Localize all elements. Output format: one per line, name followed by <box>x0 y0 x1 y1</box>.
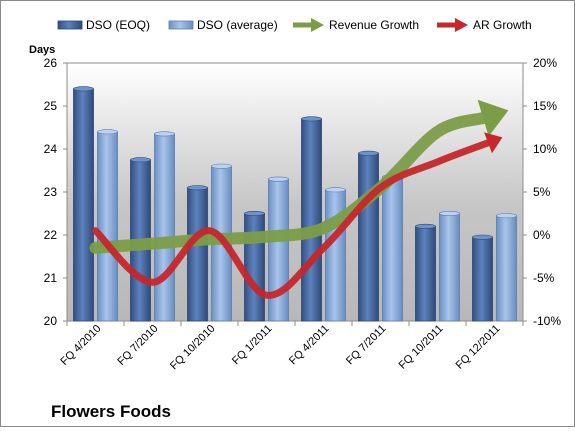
y-left-tick-label-2: 22 <box>44 228 58 242</box>
legend-label-revenue-growth: Revenue Growth <box>329 18 419 32</box>
legend-label-dso-average: DSO (average) <box>197 18 278 32</box>
y-left-tick-label-1: 21 <box>44 271 58 285</box>
y-left-tick-label-3: 23 <box>44 185 58 199</box>
bar-dso-eoq-3 <box>244 213 265 322</box>
bar-dso-eoq-5 <box>358 152 379 322</box>
y-left-tick-label-6: 26 <box>44 56 58 70</box>
x-tick-label-6: FQ 10/2011 <box>397 323 446 372</box>
legend-arrow-revenue-growth <box>311 18 324 32</box>
legend-swatch-dso-eoq <box>57 20 83 30</box>
bar-dso-average-7 <box>496 215 517 322</box>
bar-top-dso-eoq-3 <box>244 211 265 217</box>
y-right-tick-label-4: 10% <box>533 142 557 156</box>
bar-dso-average-3 <box>268 178 289 322</box>
x-tick-label-3: FQ 1/2011 <box>230 323 275 368</box>
bar-top-dso-eoq-2 <box>187 185 208 191</box>
bar-dso-eoq-6 <box>415 225 436 322</box>
y-left-tick-label-5: 25 <box>44 99 58 113</box>
bar-dso-eoq-7 <box>472 236 493 322</box>
x-tick-label-2: FQ 10/2010 <box>168 323 218 373</box>
legend-swatch-dso-average <box>168 20 194 30</box>
bar-dso-average-5 <box>382 176 403 322</box>
y-right-tick-label-3: 5% <box>533 185 551 199</box>
x-tick-label-0: FQ 4/2010 <box>58 323 103 368</box>
series-line-ar-growth <box>92 139 492 299</box>
bar-dso-average-0 <box>97 131 118 322</box>
legend-item-revenue-growth: Revenue Growth <box>293 18 419 32</box>
bar-dso-eoq-2 <box>187 187 208 322</box>
bar-top-dso-average-7 <box>496 213 517 219</box>
chart-title: Flowers Foods <box>51 402 171 421</box>
x-tick-label-4: FQ 4/2011 <box>287 323 332 368</box>
series-arrowhead-ar-growth <box>484 132 503 154</box>
y-right-tick-label-2: 0% <box>533 228 551 242</box>
bar-dso-average-4 <box>325 189 346 322</box>
legend-label-dso-eoq: DSO (EOQ) <box>86 18 150 32</box>
bar-top-dso-average-6 <box>439 211 460 217</box>
bar-top-dso-eoq-5 <box>358 150 379 156</box>
bar-top-dso-average-3 <box>268 176 289 182</box>
bar-top-dso-eoq-7 <box>472 234 493 240</box>
y-right-tick-label-6: 20% <box>533 56 557 70</box>
legend-item-dso-average: DSO (average) <box>168 18 278 32</box>
bar-top-dso-average-4 <box>325 187 346 193</box>
y-left-tick-label-0: 20 <box>44 314 58 328</box>
legend-label-ar-growth: AR Growth <box>473 18 532 32</box>
bar-top-dso-eoq-0 <box>73 86 94 92</box>
y-right-tick-label-0: -10% <box>533 314 561 328</box>
legend-arrow-ar-growth <box>455 18 468 32</box>
bar-top-dso-average-2 <box>211 163 232 169</box>
legend-item-ar-growth: AR Growth <box>437 18 532 32</box>
x-tick-label-5: FQ 7/2011 <box>344 323 389 368</box>
y-right-tick-label-1: -5% <box>533 271 555 285</box>
bar-top-dso-average-0 <box>97 129 118 135</box>
legend-item-dso-eoq: DSO (EOQ) <box>57 18 150 32</box>
y-left-tick-label-4: 24 <box>44 142 58 156</box>
x-tick-label-7: FQ 12/2011 <box>454 323 503 372</box>
bar-dso-eoq-0 <box>73 88 94 322</box>
lines-layer <box>89 99 509 299</box>
bar-dso-eoq-4 <box>301 118 322 322</box>
series-line-revenue-growth <box>89 112 490 254</box>
series-arrowhead-revenue-growth <box>477 99 509 137</box>
legend: DSO (EOQ) DSO (average) Revenue Growth A… <box>57 18 532 32</box>
bar-top-dso-eoq-6 <box>415 223 436 229</box>
y-right-tick-label-5: 15% <box>533 99 557 113</box>
bar-dso-average-1 <box>154 133 175 322</box>
bar-dso-average-6 <box>439 213 460 322</box>
bar-top-dso-eoq-1 <box>130 157 151 163</box>
bar-top-dso-average-1 <box>154 131 175 137</box>
y-axis-title: Days <box>29 44 55 56</box>
x-tick-label-1: FQ 7/2010 <box>115 323 160 368</box>
bar-top-dso-eoq-4 <box>301 116 322 122</box>
